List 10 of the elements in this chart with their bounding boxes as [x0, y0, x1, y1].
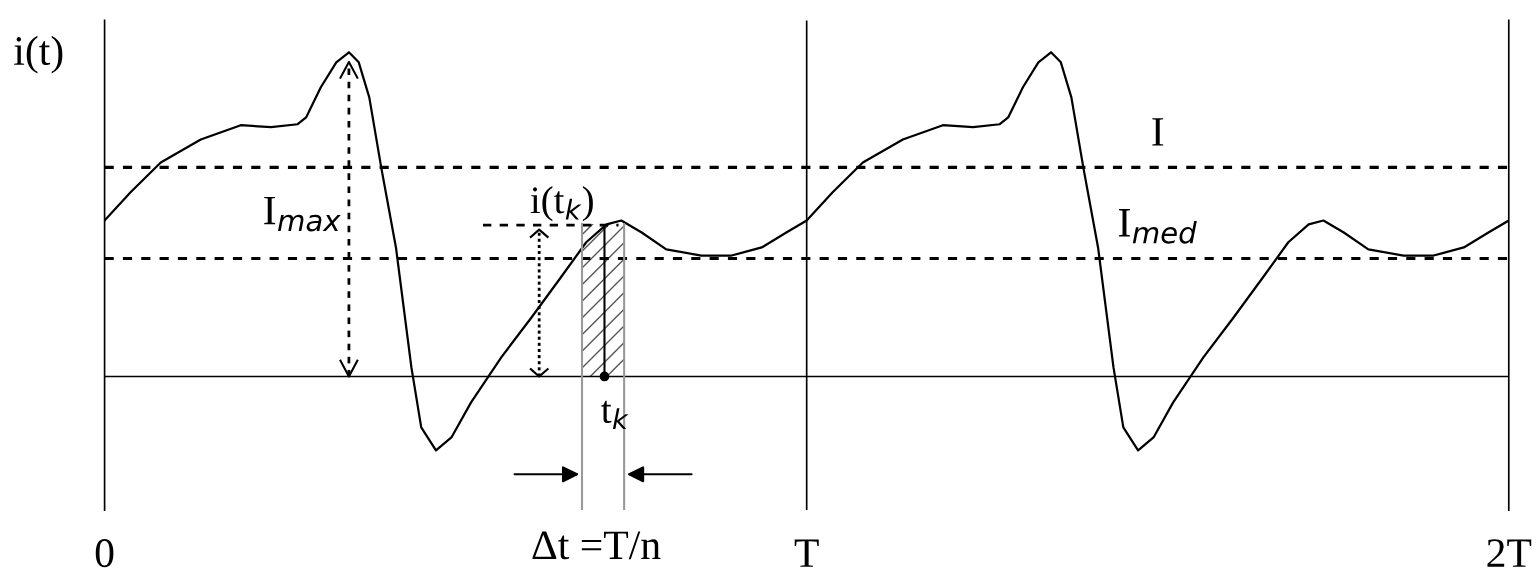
x-tick-label: T: [794, 539, 819, 567]
band-label: Δt =T/n: [532, 531, 661, 560]
x-tick-label: 2T: [1487, 539, 1532, 567]
ref-line-label: I: [1152, 118, 1164, 146]
y-axis-title: i(t): [14, 35, 63, 74]
annotation: I$_{max}$: [264, 196, 341, 232]
annotation: i(t$_{k}$): [530, 186, 593, 222]
annotation: t$_{k}$: [601, 400, 629, 430]
x-tick-label: 0: [95, 539, 114, 568]
ref-line-label: I$_{med}$: [1119, 209, 1197, 244]
